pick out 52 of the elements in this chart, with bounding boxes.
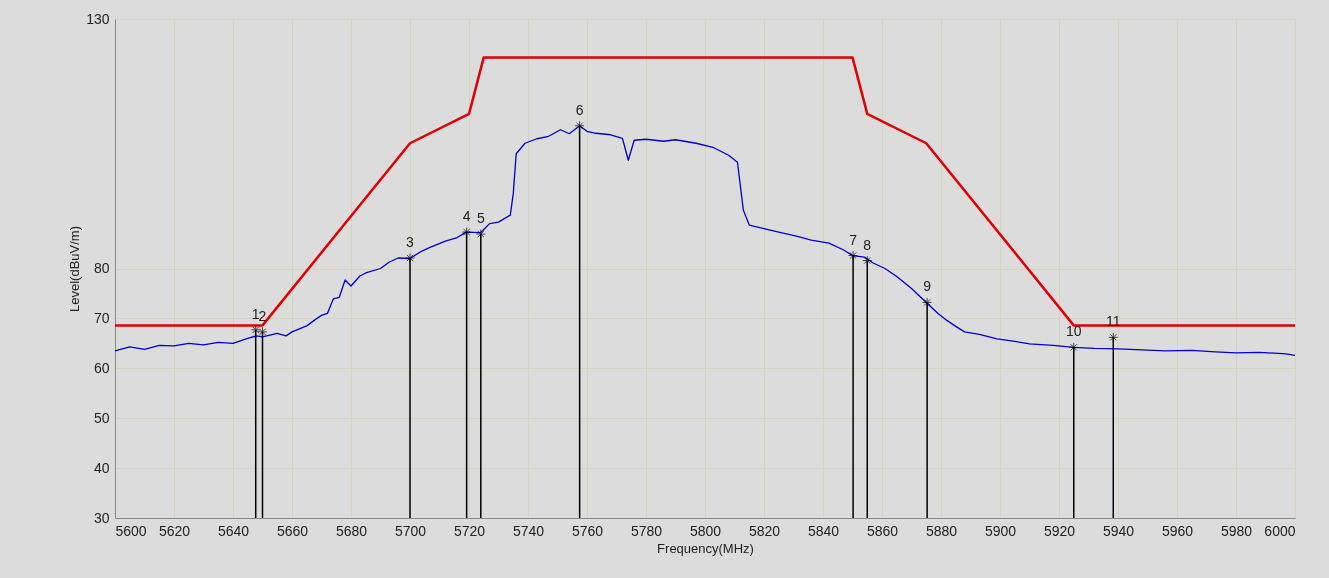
x-tick-label: 5800 [689,522,722,539]
annotation: 5 [476,210,485,227]
point [862,255,873,266]
x-tick-label: 5860 [866,522,899,539]
x-tick-label: 5660 [276,522,309,539]
y-tick-label: 70 [93,309,110,326]
x-tick-label: 5960 [1161,522,1194,539]
point [461,227,472,238]
line-series [113,56,1297,327]
point [475,229,486,240]
line-series [114,125,1296,356]
x-tick-label: 5900 [984,522,1017,539]
annotation: 10 [1065,323,1082,340]
annotation: 8 [863,236,872,253]
x-tick-label: 5980 [1220,522,1253,539]
x-tick-label: 5620 [158,522,191,539]
x-tick-label: 5840 [807,522,840,539]
x-tick-label: 5640 [217,522,250,539]
point [405,253,415,263]
x-tick-label: 5820 [748,522,781,539]
x-tick-label: 5760 [571,522,604,539]
y-tick-label: 80 [93,260,110,276]
x-tick-label: 5940 [1102,522,1135,539]
x-tick-label: 6000 [1264,522,1296,539]
point [250,324,261,335]
x-axis-title: Frequency(MHz) [657,540,754,556]
x-tick-label: 5700 [394,522,427,539]
x-tick-label: 5920 [1043,522,1076,539]
x-tick-label: 5680 [335,522,368,539]
annotation: 9 [923,278,932,295]
point [574,120,585,131]
point [848,250,859,261]
x-tick-label: 5720 [453,522,486,539]
y-tick-label: 130 [86,10,110,27]
point [922,297,933,308]
annotation: 3 [406,234,415,251]
point [1108,332,1119,343]
point [1068,342,1079,353]
x-tick-label: 5880 [925,522,958,539]
annotation: 2 [258,307,267,324]
y-axis-title: Level(dBuV/m) [67,226,83,312]
y-tick-label: 30 [93,509,110,526]
annotation: 1 [251,305,260,322]
x-tick-label: 5780 [630,522,663,539]
y-tick-label: 40 [93,459,110,476]
y-tick-label: 60 [93,359,110,376]
x-tick-label: 5600 [115,522,147,539]
y-tick-label: 50 [93,409,110,426]
annotation: 7 [849,231,858,248]
annotation: 6 [575,101,584,118]
annotation: 4 [462,208,471,225]
x-tick-label: 5740 [512,522,545,539]
